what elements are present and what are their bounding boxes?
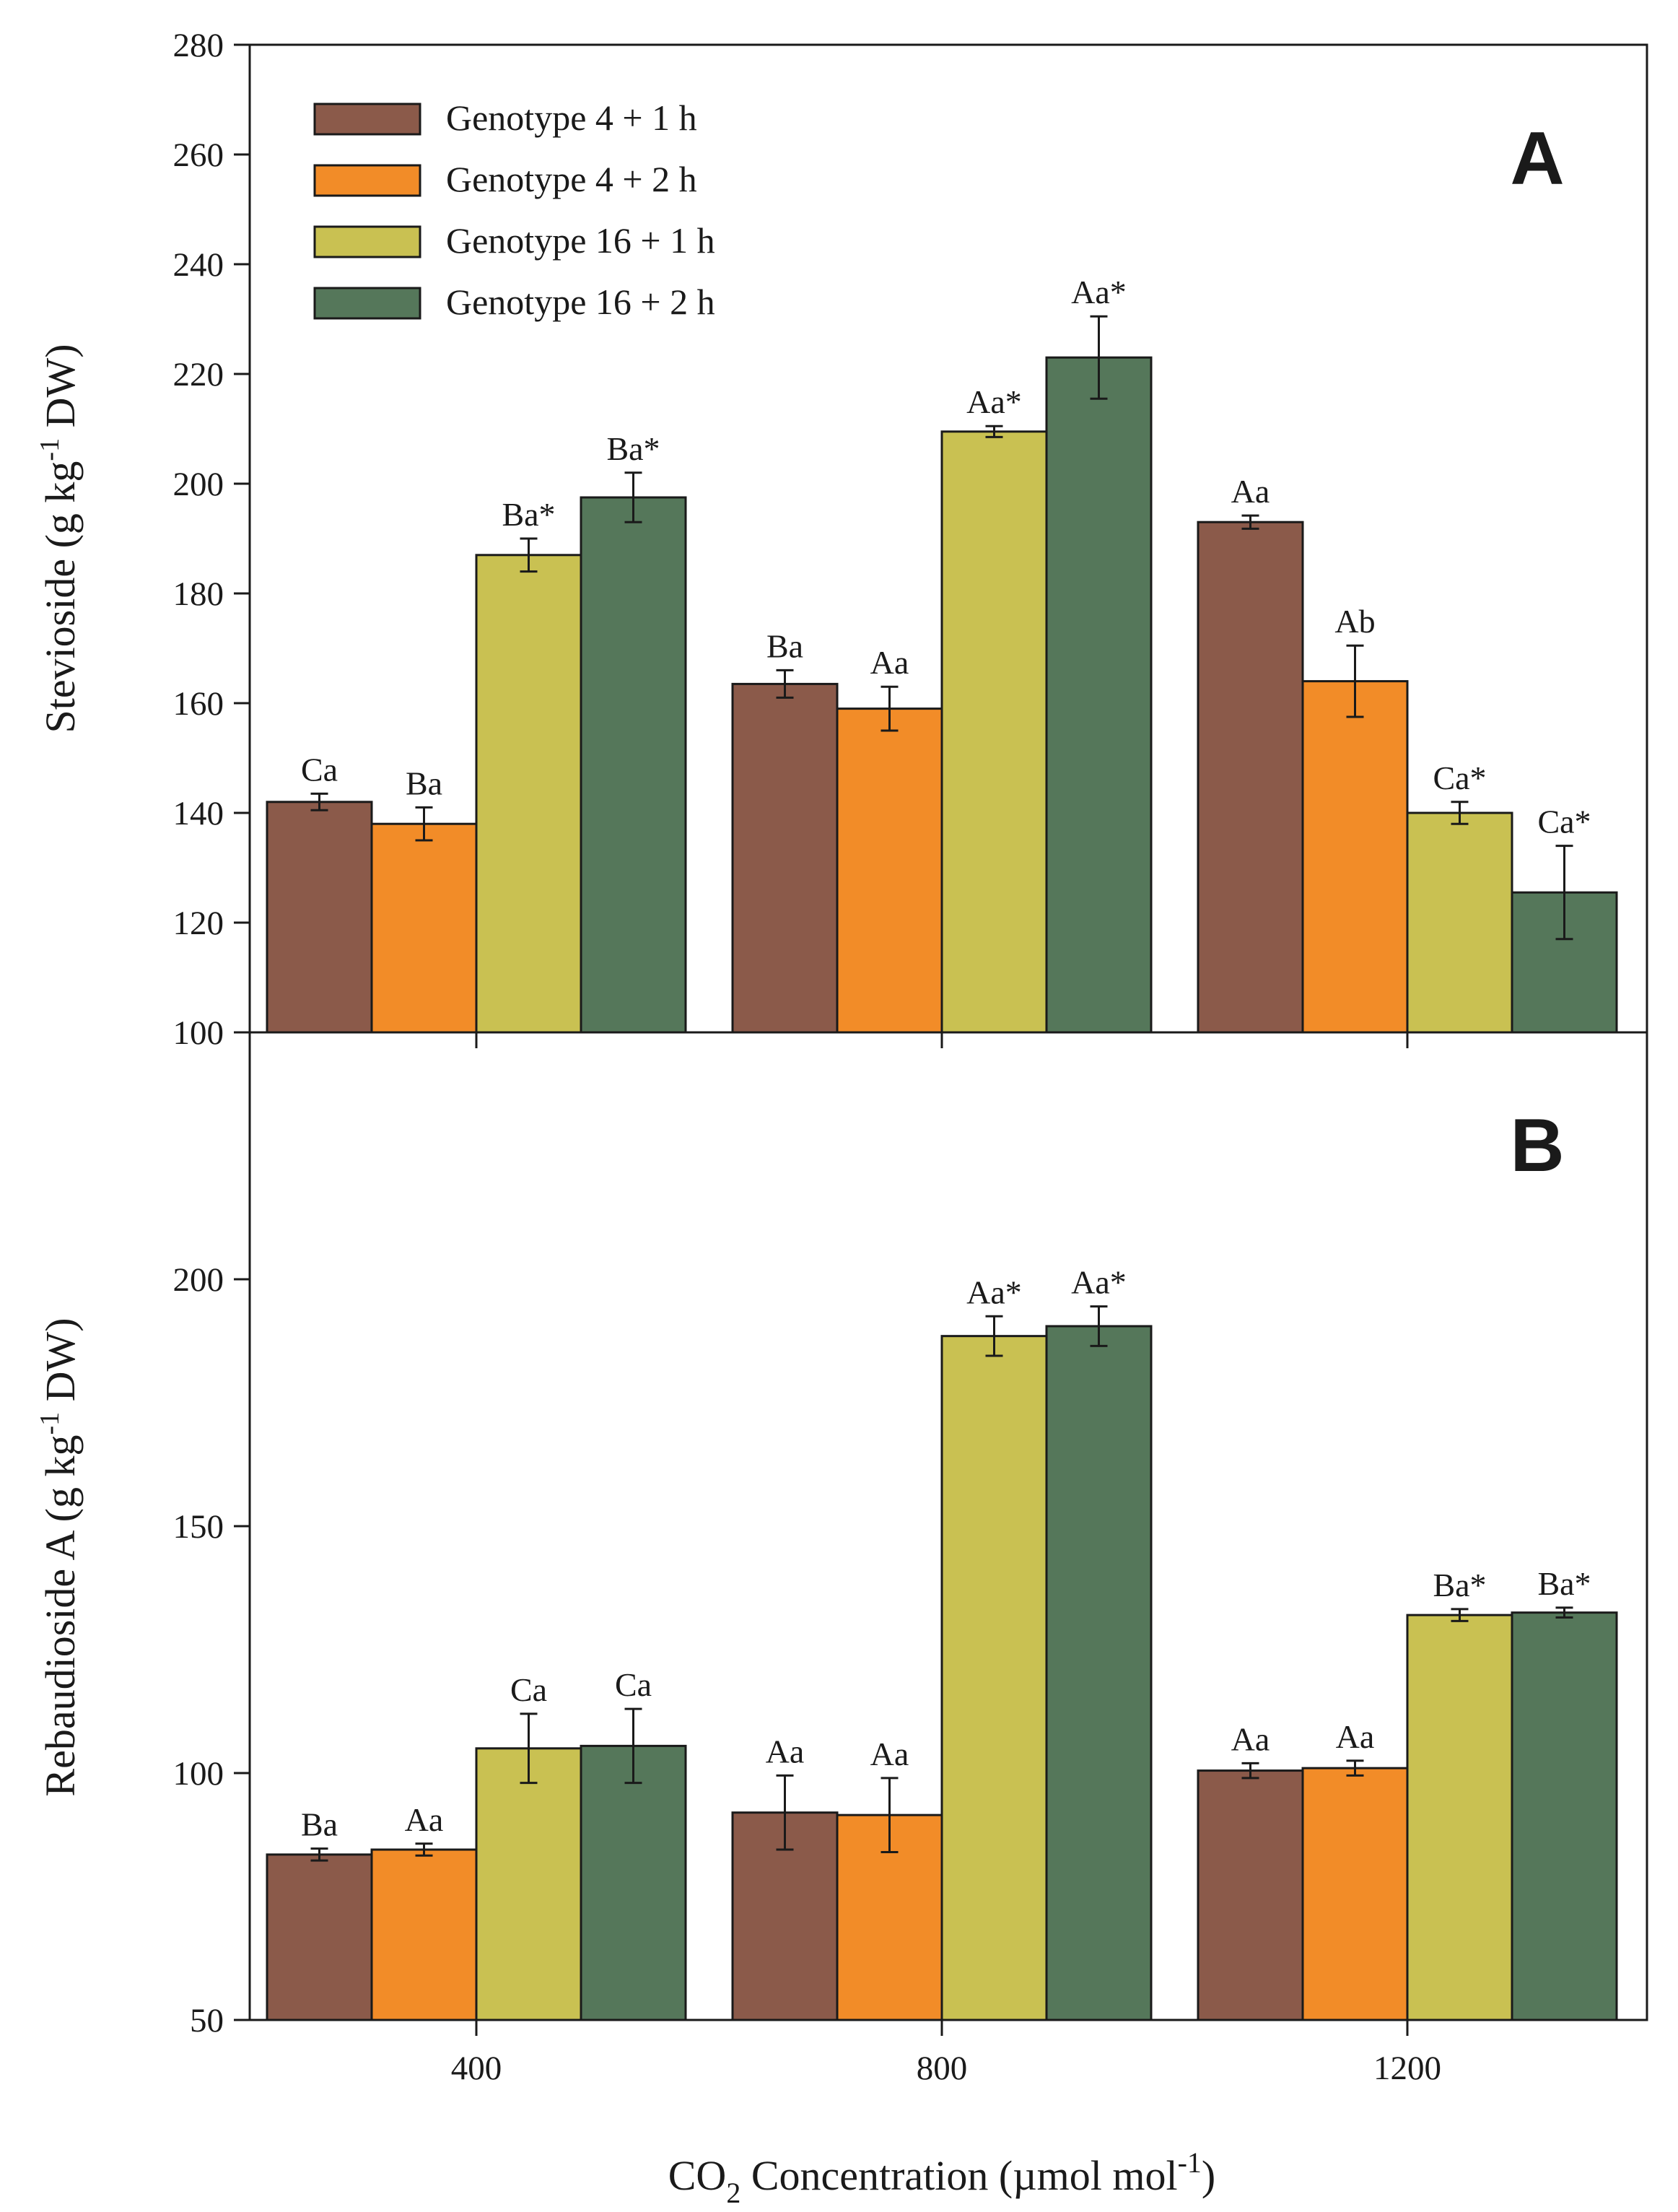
bar-b-s2-c0 xyxy=(475,1747,582,2021)
bar-label-a-s2-c2: Ca* xyxy=(1433,759,1486,796)
legend-label-2: Genotype 16 + 1 h xyxy=(446,220,715,261)
legend-swatch-2 xyxy=(313,225,421,258)
y-tick-label: 220 xyxy=(173,356,224,393)
panel-letter-b: B xyxy=(1510,1104,1564,1188)
y-tick-label: 240 xyxy=(173,246,224,284)
bar-label-a-s1-c2: Ab xyxy=(1334,603,1375,640)
y-axis-title-a: Stevioside (g kg-1 DW) xyxy=(35,344,84,733)
bar-a-s0-c0 xyxy=(266,801,373,1034)
bar-label-a-s0-c1: Ba xyxy=(766,627,803,664)
y-tick-label: 50 xyxy=(190,2002,224,2039)
x-axis-title: CO2 Concentration (µmol mol-1) xyxy=(668,2146,1216,2209)
bar-label-b-s0-c2: Aa xyxy=(1231,1720,1270,1757)
bar-label-a-s2-c1: Aa* xyxy=(966,383,1022,420)
bar-a-s2-c2 xyxy=(1406,811,1513,1034)
legend-label-1: Genotype 4 + 2 h xyxy=(446,159,697,199)
panel-letter-a: A xyxy=(1510,117,1564,201)
y-tick-label: 150 xyxy=(173,1508,224,1546)
bar-b-s0-c2 xyxy=(1197,1769,1304,2021)
bar-b-s3-c2 xyxy=(1511,1611,1618,2021)
bar-label-a-s3-c1: Aa* xyxy=(1071,274,1127,310)
panel-a: Ca Ba Aa Ba Aa Ab Ba* Aa* Ca* Ba* Aa* Ca* 100 120 140 1… xyxy=(173,27,1618,1052)
bar-label-a-s1-c1: Aa xyxy=(870,644,909,681)
x-tick-label-800: 800 xyxy=(917,2050,968,2087)
bar-a-s2-c1 xyxy=(940,430,1048,1034)
bar-b-s0-c0 xyxy=(266,1853,373,2021)
bar-a-s1-c0 xyxy=(370,822,478,1034)
bar-b-s2-c1 xyxy=(940,1335,1048,2021)
panel-b: Ba Aa Aa Aa Aa Aa Ca Aa* Ba* Ca Aa* Ba* 50 100 150 200 B xyxy=(173,1104,1618,2039)
y-tick-label: 280 xyxy=(173,27,224,64)
bar-a-s2-c0 xyxy=(475,554,582,1034)
y-tick-label: 100 xyxy=(173,1014,224,1052)
bar-label-b-s3-c1: Aa* xyxy=(1071,1264,1127,1301)
bar-b-s1-c0 xyxy=(370,1848,478,2021)
bar-label-b-s2-c0: Ca xyxy=(510,1671,547,1708)
bar-label-a-s2-c0: Ba* xyxy=(502,496,555,533)
legend-label-0: Genotype 4 + 1 h xyxy=(446,97,697,138)
y-axis-title-b: Rebaudioside A (g kg-1 DW) xyxy=(35,1318,84,1796)
bar-b-s2-c2 xyxy=(1406,1614,1513,2021)
y-tick-label: 140 xyxy=(173,795,224,832)
bar-a-s3-c1 xyxy=(1045,356,1153,1034)
bar-label-b-s1-c0: Aa xyxy=(405,1801,444,1838)
bar-label-b-s3-c2: Ba* xyxy=(1537,1565,1591,1602)
bar-label-b-s2-c2: Ba* xyxy=(1433,1567,1486,1603)
bar-a-s0-c2 xyxy=(1197,521,1304,1034)
legend-swatch-0 xyxy=(313,103,421,136)
bar-label-a-s1-c0: Ba xyxy=(406,765,442,801)
y-tick-label: 260 xyxy=(173,136,224,174)
x-tick-label-400: 400 xyxy=(451,2050,502,2087)
legend-swatch-3 xyxy=(313,287,421,320)
bar-a-s1-c1 xyxy=(836,707,943,1034)
bar-label-b-s2-c1: Aa* xyxy=(966,1273,1022,1310)
bar-a-s1-c2 xyxy=(1301,680,1409,1034)
y-tick-label: 200 xyxy=(173,466,224,503)
y-tick-label: 200 xyxy=(173,1261,224,1299)
y-tick-label: 120 xyxy=(173,905,224,942)
y-tick-label: 160 xyxy=(173,685,224,723)
bar-a-s0-c1 xyxy=(731,682,839,1034)
bar-b-s3-c1 xyxy=(1045,1325,1153,2021)
bar-b-s3-c0 xyxy=(580,1744,687,2021)
bar-label-a-s3-c2: Ca* xyxy=(1537,804,1591,840)
bar-label-b-s1-c1: Aa xyxy=(870,1736,909,1772)
bar-label-b-s0-c1: Aa xyxy=(766,1733,805,1769)
bar-label-b-s0-c0: Ba xyxy=(301,1806,338,1843)
legend-label-3: Genotype 16 + 2 h xyxy=(446,282,715,322)
bar-a-s3-c0 xyxy=(580,496,687,1034)
x-tick-label-1200: 1200 xyxy=(1373,2050,1441,2087)
bar-label-b-s1-c2: Aa xyxy=(1336,1718,1375,1755)
legend: Genotype 4 + 1 h Genotype 4 + 2 h Genotype… xyxy=(313,97,715,322)
bar-label-b-s3-c0: Ca xyxy=(615,1666,652,1703)
bar-label-a-s0-c2: Aa xyxy=(1231,473,1270,510)
bar-label-a-s3-c0: Ba* xyxy=(606,430,660,467)
y-tick-label: 100 xyxy=(173,1755,224,1793)
bar-label-a-s0-c0: Ca xyxy=(301,751,338,788)
legend-swatch-1 xyxy=(313,164,421,197)
bar-b-s1-c2 xyxy=(1301,1767,1409,2021)
y-tick-label: 180 xyxy=(173,575,224,613)
